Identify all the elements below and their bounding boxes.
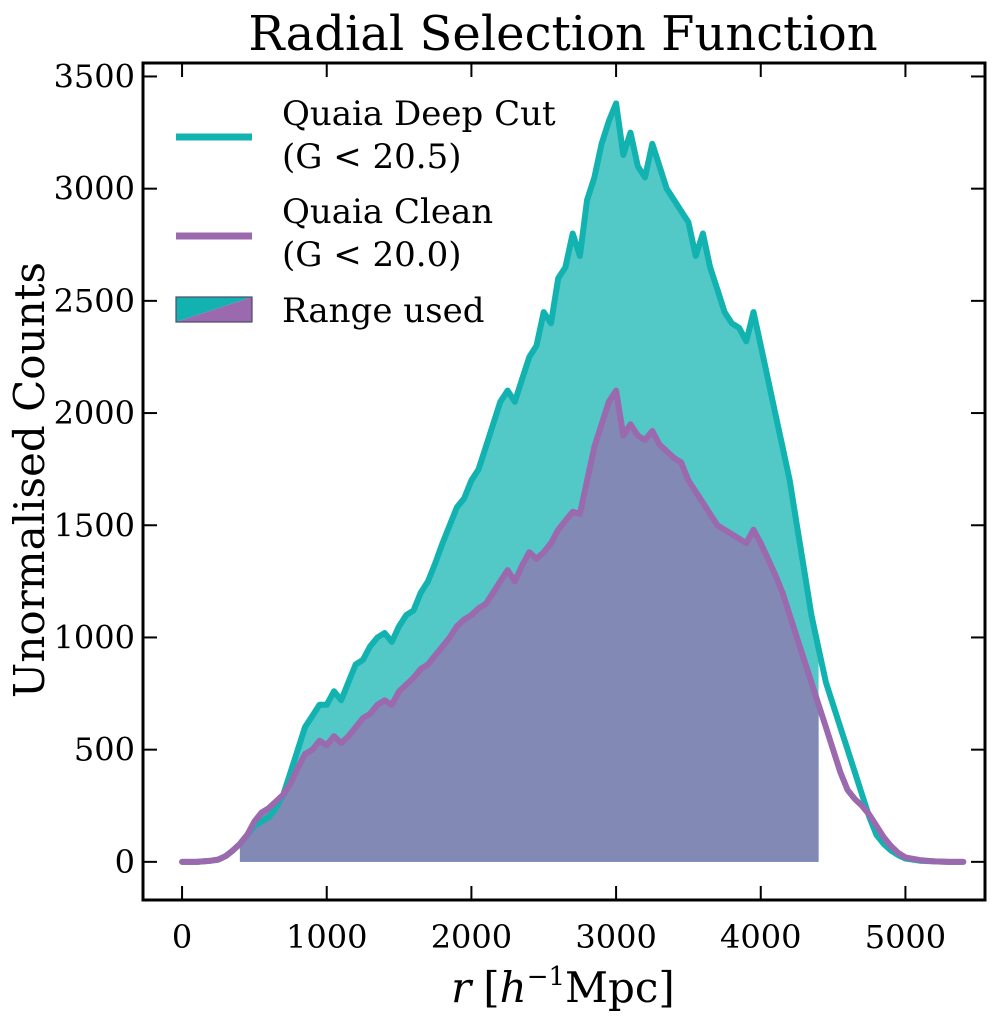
x-tick-label: 0 <box>172 918 192 956</box>
x-axis-label: r [h−1Mpc] <box>451 962 675 1012</box>
x-axis-label-exponent: −1 <box>527 962 565 992</box>
y-tick-label: 1000 <box>54 618 135 656</box>
chart-title: Radial Selection Function <box>248 6 877 62</box>
legend-label-clean-cut: (G < 20.0) <box>282 235 462 275</box>
y-tick-label: 0 <box>115 843 135 881</box>
series-lines <box>179 100 967 865</box>
series-line-quaia-deep-cut <box>179 100 967 865</box>
y-tick-label: 2500 <box>54 282 135 320</box>
y-axis-label: Unormalised Counts <box>5 262 54 698</box>
x-tick-label: 2000 <box>431 918 512 956</box>
x-axis-label-unit: Mpc] <box>565 963 675 1012</box>
legend-swatch-range-used <box>175 296 253 323</box>
legend: Quaia Deep Cut (G < 20.5) Quaia Clean (G… <box>175 94 556 331</box>
legend-label-clean: Quaia Clean <box>282 192 493 232</box>
x-axis-label-open: [ <box>483 963 499 1012</box>
range-used-fills <box>239 103 819 862</box>
y-tick-label: 500 <box>74 731 135 769</box>
y-tick-label: 2000 <box>54 394 135 432</box>
legend-label-deep-cut-cut: (G < 20.5) <box>282 137 462 177</box>
x-tick-label: 4000 <box>720 918 801 956</box>
series-line-quaia-clean <box>179 387 967 865</box>
plot-frame <box>141 61 987 902</box>
x-tick-label: 5000 <box>865 918 946 956</box>
legend-label-deep-cut: Quaia Deep Cut <box>282 94 556 134</box>
x-tick-label: 3000 <box>575 918 656 956</box>
x-axis-label-h: h <box>500 963 527 1012</box>
y-tick-label: 3500 <box>54 57 135 95</box>
range-fill-quaia-clean <box>239 390 819 862</box>
legend-label-range-used: Range used <box>282 291 484 331</box>
y-tick-label: 3000 <box>54 170 135 208</box>
y-tick-label: 1500 <box>54 506 135 544</box>
x-axis-label-variable: r <box>451 963 474 1012</box>
x-tick-label: 1000 <box>286 918 367 956</box>
axis-ticks: 0 1000 2000 3000 4000 5000 0 500 1000 1500 2000 250… <box>54 57 985 956</box>
